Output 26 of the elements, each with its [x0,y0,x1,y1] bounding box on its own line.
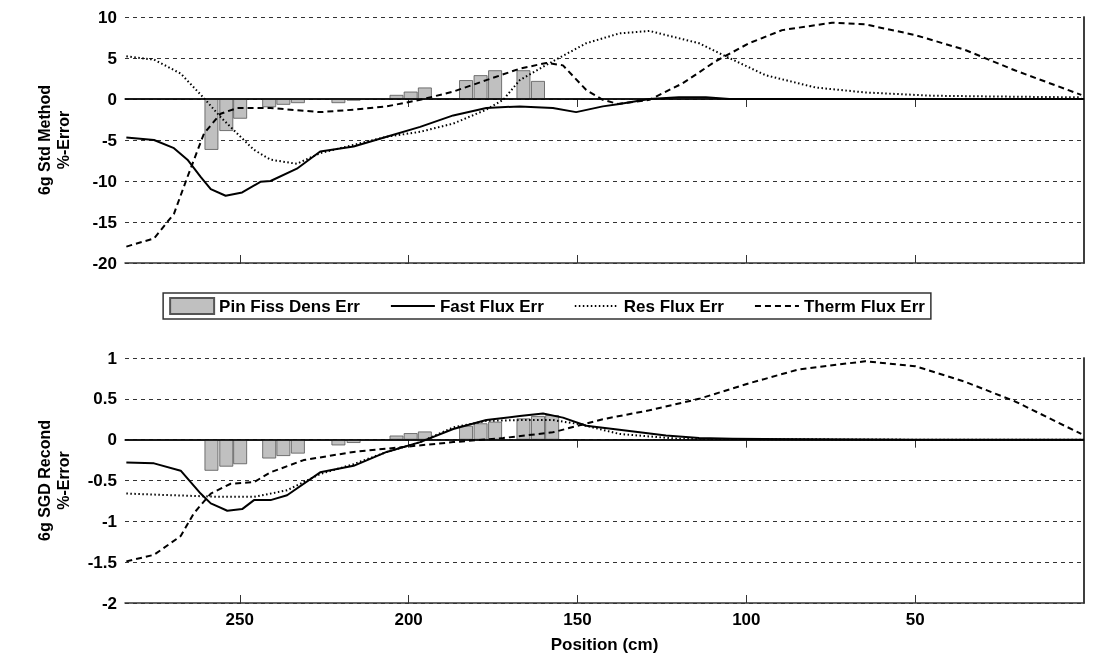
y-axis-title: 6g SGD Recond %-Error [36,420,72,541]
x-axis-title: Position (cm) [550,635,659,654]
y-tick-label: 0.5 [93,389,117,409]
y-tick-label: 10 [98,7,117,27]
y-tick-label: -0.5 [87,471,117,490]
y-tick-label: -15 [92,212,117,232]
x-tick-label: 150 [563,610,592,629]
x-tick-label: 250 [225,610,254,629]
y-tick-label: -20 [92,253,117,273]
y-tick-label: -10 [92,171,117,191]
y-tick-label: -5 [101,130,117,150]
legend-label: Therm Flux Err [803,296,926,316]
y-tick-label: 0 [107,430,117,450]
y-tick-label: -1 [101,511,117,531]
legend-label: Fast Flux Err [439,296,545,316]
legend-label: Pin Fiss Dens Err [219,296,361,316]
y-tick-label: -1.5 [87,552,117,572]
y-axis-title: 6g Std Method %-Error [36,84,72,196]
x-tick-label: 50 [905,610,925,629]
y-tick-label: 5 [107,48,117,68]
legend-label: Res Flux Err [623,296,725,316]
y-tick-label: 1 [107,348,117,368]
x-tick-label: 200 [394,610,423,629]
y-tick-label: -2 [101,593,117,613]
y-tick-label: 0 [107,89,117,109]
x-tick-label: 100 [732,610,761,629]
